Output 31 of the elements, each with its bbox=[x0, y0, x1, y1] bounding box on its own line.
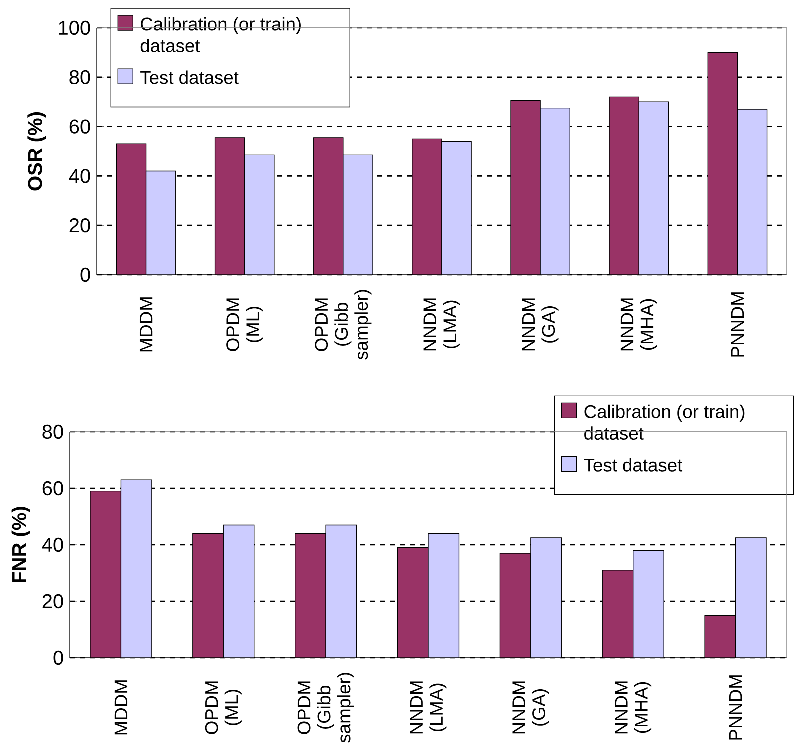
y-tick-label: 20 bbox=[70, 218, 90, 233]
legend-label: Test dataset bbox=[140, 70, 239, 84]
legend-label: Test dataset bbox=[584, 458, 683, 472]
y-tick-label: 60 bbox=[42, 481, 64, 496]
x-tick-label: OPDM (ML) bbox=[205, 682, 242, 734]
x-tick-label: OPDM (Gibb sampler) bbox=[298, 673, 354, 743]
x-tick-label: MDDM bbox=[140, 298, 153, 352]
x-tick-label: PNNDM bbox=[729, 676, 742, 740]
x-tick-label: NNDM (LMA) bbox=[410, 682, 447, 734]
y-tick-label: 0 bbox=[80, 268, 90, 282]
y-tick-label: 80 bbox=[70, 70, 90, 84]
x-tick-label: OPDM (Gibb sampler) bbox=[315, 290, 372, 360]
y-axis-title: FNR (%) bbox=[12, 507, 30, 583]
x-tick-label: MDDM bbox=[114, 680, 128, 735]
x-tick-label: NNDM (GA) bbox=[512, 682, 550, 734]
y-tick-label: 0 bbox=[54, 650, 64, 666]
legend-label: Calibration (or train) dataset bbox=[140, 17, 301, 52]
x-tick-label: NNDM (LMA) bbox=[424, 298, 460, 351]
x-tick-label: PNNDM bbox=[731, 292, 744, 357]
y-tick-label: 80 bbox=[42, 424, 64, 440]
x-tick-label: NNDM (MHA) bbox=[620, 298, 658, 351]
y-tick-label: 20 bbox=[42, 594, 64, 609]
y-tick-label: 40 bbox=[69, 169, 90, 184]
x-tick-label: OPDM (ML) bbox=[226, 298, 264, 352]
y-tick-label: 100 bbox=[59, 20, 90, 36]
y-tick-label: 60 bbox=[70, 120, 90, 134]
y-tick-label: 40 bbox=[42, 538, 64, 552]
y-axis-title: OSR (%) bbox=[28, 112, 46, 191]
x-tick-label: NNDM (GA) bbox=[522, 298, 559, 351]
legend-label: Calibration (or train) dataset bbox=[584, 404, 745, 440]
x-tick-label: NNDM (MHA) bbox=[615, 682, 652, 734]
